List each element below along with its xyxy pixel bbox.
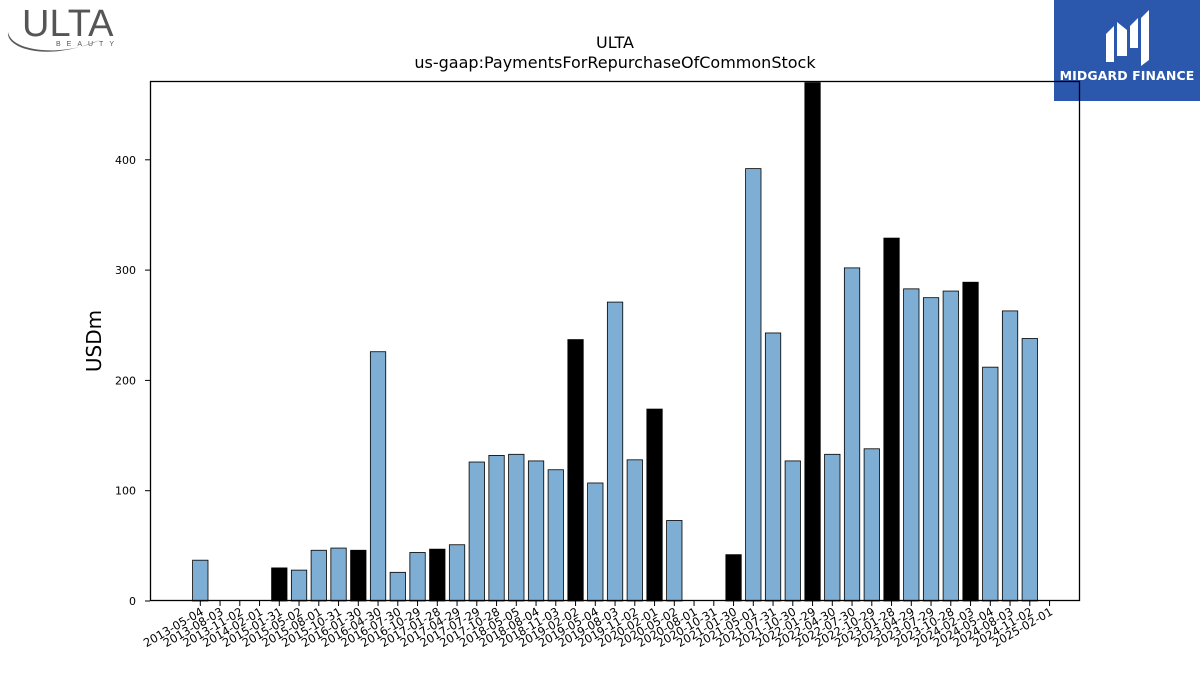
bar-2017-01-28 (429, 548, 446, 602)
bar-2020-02-01 (646, 408, 663, 602)
bar-2023-10-28 (942, 290, 959, 602)
y-tick-label: 400 (115, 154, 136, 167)
chart-subtitle: us-gaap:PaymentsForRepurchaseOfCommonSto… (414, 53, 816, 72)
midgard-finance-label: MIDGARD FINANCE (1059, 68, 1195, 83)
bar-2024-11-02 (1021, 338, 1038, 602)
bar-2016-01-30 (350, 549, 367, 602)
bar-2019-05-04 (587, 482, 604, 602)
bar-2013-05-04 (192, 559, 209, 602)
midgard-finance-logo: MIDGARD FINANCE (1054, 0, 1200, 101)
chart-title: ULTA (596, 33, 634, 52)
bar-2023-07-29 (922, 297, 940, 602)
bar-2021-07-31 (764, 332, 782, 602)
bar-2022-10-29 (863, 448, 880, 602)
y-tick-label: 200 (115, 374, 136, 387)
bar-2019-08-03 (606, 301, 624, 602)
bar-2022-01-29 (804, 82, 821, 602)
plot-frame (149, 80, 1081, 602)
bar-2024-05-04 (982, 366, 999, 602)
bar-2021-05-01 (745, 168, 762, 602)
bar-2021-10-30 (784, 460, 801, 602)
bar-2024-08-03 (1001, 310, 1019, 602)
bar-2015-10-31 (330, 547, 347, 602)
x-axis: 2013-05-042013-08-032013-11-022014-02-01… (141, 601, 1055, 650)
bar-2017-07-29 (468, 461, 485, 602)
y-axis-label: USDm (82, 310, 106, 372)
bar-2021-01-30 (725, 554, 742, 602)
svg-text:BEAUTY: BEAUTY (56, 41, 120, 48)
bar-2023-04-29 (903, 288, 920, 602)
bar-2015-01-31 (271, 567, 288, 602)
bar-2017-04-29 (448, 544, 466, 602)
bar-2017-10-28 (488, 454, 505, 602)
y-tick-label: 300 (115, 264, 136, 277)
bar-2019-02-02 (567, 339, 584, 602)
bar-2019-11-02 (626, 459, 643, 602)
bar-2016-04-30 (369, 351, 387, 602)
bar-2018-05-05 (508, 453, 525, 602)
ulta-logo: ULTA BEAUTY (4, 2, 134, 56)
bar-2023-01-28 (883, 237, 900, 602)
bar-2018-08-04 (527, 460, 545, 602)
bar-2022-07-30 (843, 267, 861, 602)
midgard-emblem-icon (1106, 10, 1149, 66)
y-axis: 0 100 200 300 400 (115, 154, 150, 608)
bar-2015-08-01 (310, 549, 327, 602)
svg-text:ULTA: ULTA (22, 3, 114, 45)
bar-2020-05-02 (666, 520, 683, 602)
bars-group (192, 82, 1038, 602)
y-tick-label: 100 (115, 485, 136, 498)
bar-2018-11-03 (547, 469, 564, 602)
bar-2015-05-02 (290, 569, 308, 602)
bar-2024-02-03 (962, 281, 979, 602)
bar-2022-04-30 (824, 453, 841, 602)
y-tick-label: 0 (129, 595, 136, 608)
bar-2016-07-30 (389, 571, 406, 602)
bar-2016-10-29 (409, 552, 426, 602)
